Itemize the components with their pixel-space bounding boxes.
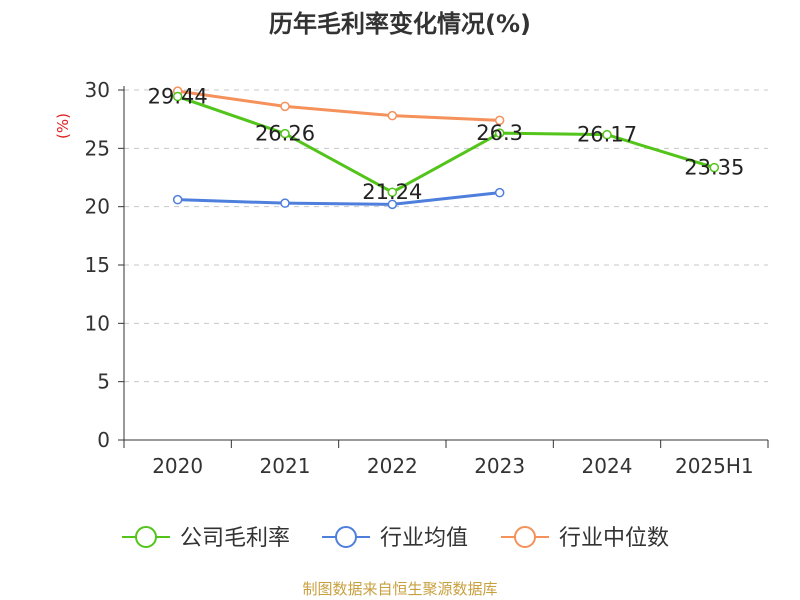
data-label: 26.3: [476, 121, 523, 145]
x-tick-label: 2022: [367, 454, 418, 478]
legend-marker: [135, 526, 157, 548]
data-point: [494, 115, 505, 126]
data-point: [172, 91, 183, 102]
series-line: [177, 95, 715, 194]
data-label: 29.44: [148, 85, 208, 109]
data-point: [280, 198, 290, 208]
legend-marker: [514, 526, 536, 548]
data-label: 23.35: [684, 156, 744, 180]
data-point: [387, 187, 398, 197]
axes: 0 5 10 15 20 25 30 2020 2021 2022 2023 2024 2025H1: [85, 78, 769, 478]
data-point: [494, 128, 505, 138]
data-point: [172, 194, 183, 205]
y-tick-label: 0: [97, 428, 110, 452]
series-layer: [172, 86, 720, 210]
legend: 公司毛利率 行业均值 行业中位数: [122, 526, 669, 551]
y-tick-label: 30: [85, 78, 110, 102]
x-tick-label: 2021: [260, 454, 311, 478]
legend-marker: [335, 526, 357, 548]
data-point: [602, 129, 612, 140]
y-axis-label: (%): [54, 113, 72, 139]
y-tick-label: 5: [97, 370, 110, 394]
data-point: [709, 162, 720, 173]
data-point: [494, 187, 505, 198]
source-note: 制图数据来自恒生聚源数据库: [302, 580, 497, 598]
x-tick-label: 2024: [582, 454, 633, 478]
chart-title: 历年毛利率变化情况(%): [269, 10, 531, 38]
x-tick-label: 2023: [474, 454, 525, 478]
data-point: [280, 101, 290, 112]
x-tick-label: 2025H1: [675, 454, 754, 478]
legend-label: 行业中位数: [559, 526, 669, 551]
x-tick-label: 2020: [152, 454, 203, 478]
data-point: [280, 128, 290, 139]
legend-label: 行业均值: [380, 526, 468, 551]
y-tick-label: 10: [85, 311, 110, 335]
y-tick-label: 25: [85, 136, 110, 160]
data-point: [387, 199, 398, 210]
series-line: [177, 89, 500, 122]
series-line: [177, 191, 500, 206]
legend-label: 公司毛利率: [180, 526, 290, 551]
data-labels: 29.44 26.26 21.24 26.3 26.17 23.35: [148, 85, 745, 205]
data-label: 26.26: [255, 122, 315, 146]
data-label: 26.17: [577, 123, 637, 147]
data-label: 21.24: [362, 180, 422, 204]
data-point: [387, 110, 398, 121]
y-tick-label: 15: [85, 253, 110, 277]
grid-lines: [124, 89, 768, 383]
y-tick-label: 20: [85, 195, 110, 219]
